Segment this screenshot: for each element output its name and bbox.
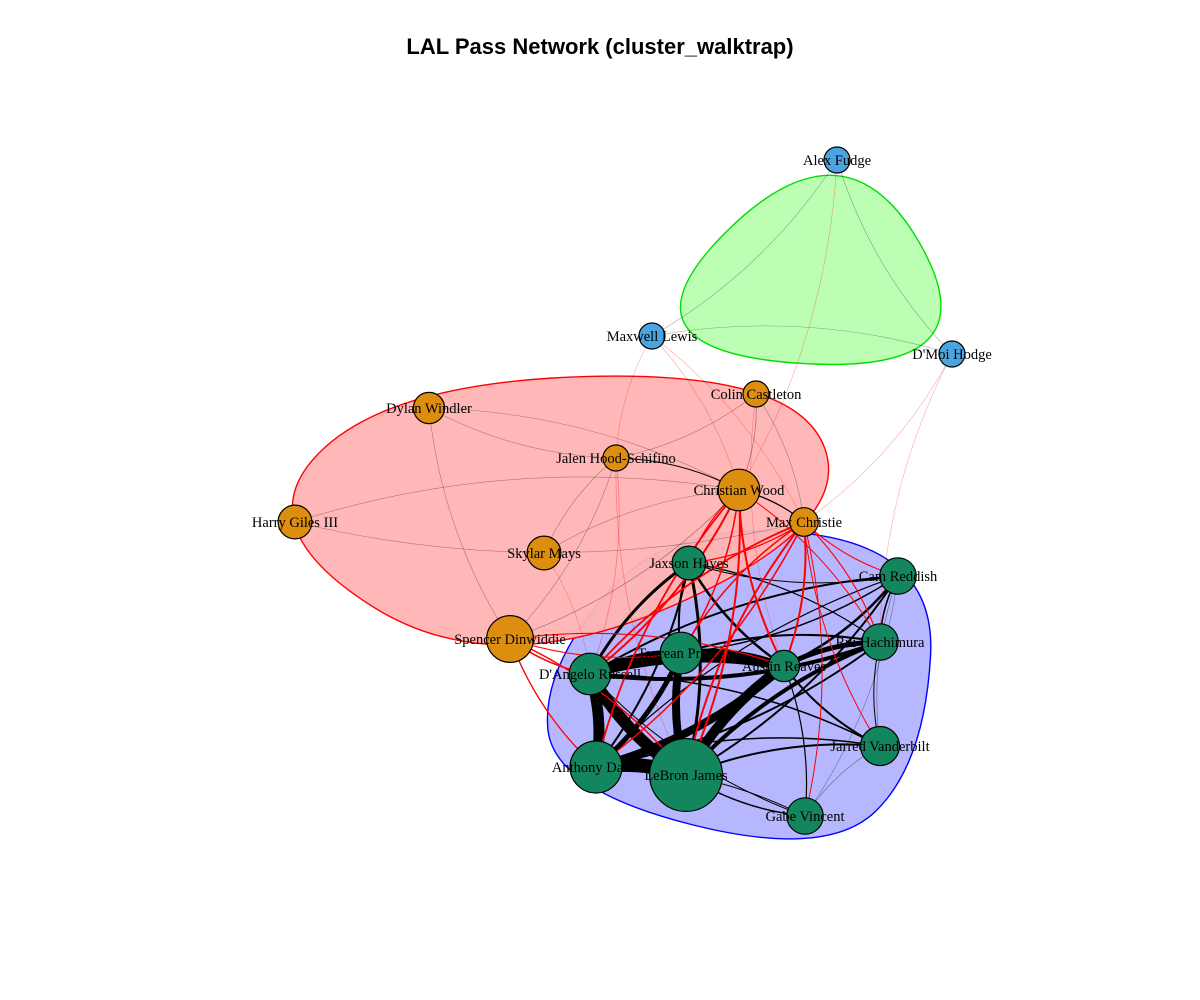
node-label-dmoi: D'Moi Hodge <box>912 347 992 363</box>
edge-max-gabe <box>803 521 823 817</box>
node-christian[interactable] <box>717 468 761 512</box>
edge-rui-anthony <box>595 641 881 768</box>
node-alex[interactable] <box>823 146 851 174</box>
edge-maxwell-christian <box>651 335 740 491</box>
player-nodes <box>277 146 966 835</box>
edge-dmoi-max <box>803 353 953 523</box>
edge-dmoi-maxwell <box>651 325 953 355</box>
node-label-alex: Alex Fudge <box>803 153 871 169</box>
edge-harry-christian <box>294 476 740 523</box>
node-dylan[interactable] <box>412 391 446 425</box>
edge-cam-gabe <box>804 575 899 817</box>
edge-cam-taurean <box>680 575 899 654</box>
cluster-hull-c3 <box>679 174 942 366</box>
edge-cam-anthony <box>595 575 899 768</box>
node-spencer[interactable] <box>486 614 535 663</box>
edge-maxwell-max <box>651 335 805 523</box>
edge-maxwell-jalen <box>615 335 653 459</box>
node-rui[interactable] <box>861 623 899 661</box>
edge-dylan-spencer <box>428 407 511 640</box>
edge-jalen-colin <box>615 393 757 459</box>
node-label-cam: Cam Reddish <box>859 569 938 585</box>
node-jaxson[interactable] <box>671 545 707 581</box>
node-label-harry: Harry Giles III <box>252 515 338 531</box>
node-label-skylar: Skylar Mays <box>507 546 581 562</box>
node-anthony[interactable] <box>569 740 623 794</box>
node-label-maxwell: Maxwell Lewis <box>607 329 698 345</box>
edge-spencer-austin <box>509 632 785 667</box>
node-label-taurean: Taurean Prince <box>637 646 724 662</box>
edge-dylan-christian <box>428 407 740 491</box>
node-jarred[interactable] <box>859 725 901 767</box>
edge-max-jarred <box>803 521 881 747</box>
node-label-christian: Christian Wood <box>694 483 786 499</box>
node-label-spencer: Spencer Dinwiddie <box>454 632 566 648</box>
node-label-gabe: Gabe Vincent <box>766 809 845 825</box>
edge-colin-austin <box>750 393 785 667</box>
node-label-jaxson: Jaxson Hayes <box>649 556 729 572</box>
edge-max-colin <box>755 393 805 523</box>
node-colin[interactable] <box>742 380 770 408</box>
node-label-lebron: LeBron James <box>644 768 728 784</box>
edge-rui-dangelo <box>589 640 881 682</box>
node-label-dangelo: D'Angelo Russell <box>539 667 641 683</box>
node-lebron[interactable] <box>648 737 723 812</box>
edge-cam-dangelo <box>589 575 899 675</box>
node-dangelo[interactable] <box>568 652 612 696</box>
node-harry[interactable] <box>277 504 313 540</box>
chart-title: LAL Pass Network (cluster_walktrap) <box>406 34 794 59</box>
edge-jalen-spencer <box>509 457 617 640</box>
node-label-austin: Austin Reaves <box>742 659 827 675</box>
edge-christian-dangelo <box>589 489 740 675</box>
edge-max-austin <box>783 521 807 667</box>
node-label-jalen: Jalen Hood-Schifino <box>556 451 676 467</box>
edge-jalen-dangelo <box>589 457 620 675</box>
edge-christian-rui <box>738 489 881 643</box>
node-dmoi[interactable] <box>938 340 966 368</box>
edge-alex-christian <box>738 159 838 491</box>
edge-rui-taurean <box>680 633 881 654</box>
edge-jalen-lebron <box>615 457 687 776</box>
edge-max-dangelo <box>589 521 805 675</box>
edge-alex-dmoi <box>836 159 953 355</box>
edge-skylar-christian <box>543 489 740 554</box>
edge-alex-maxwell <box>651 159 838 337</box>
edge-christian-anthony <box>595 489 740 768</box>
edge-dmoi-rui <box>879 353 953 643</box>
edge-jarred-dangelo <box>589 673 881 747</box>
node-label-rui: Rui Hachimura <box>836 635 926 651</box>
node-label-dylan: Dylan Windler <box>386 401 472 417</box>
node-max[interactable] <box>789 507 819 537</box>
node-label-max: Max Christie <box>766 515 842 531</box>
edge-jalen-dylan <box>428 407 617 459</box>
node-jalen[interactable] <box>602 444 630 472</box>
node-label-colin: Colin Castleton <box>711 387 802 403</box>
edge-max-anthony <box>595 521 805 768</box>
node-austin[interactable] <box>767 649 801 683</box>
node-cam[interactable] <box>879 557 917 595</box>
edge-jarred-anthony <box>595 737 881 768</box>
node-label-jarred: Jarred Vanderbilt <box>830 739 929 755</box>
player-labels: Alex Fudge Maxwell Lewis D'Moi Hodge Colin … <box>252 153 992 825</box>
node-skylar[interactable] <box>526 535 562 571</box>
node-gabe[interactable] <box>786 797 824 835</box>
edge-christian-lebron <box>685 489 741 776</box>
node-label-anthony: Anthony Davis <box>552 760 641 776</box>
edge-christian-spencer <box>509 489 740 640</box>
edge-max-taurean <box>680 521 805 654</box>
edge-cam-lebron <box>685 575 899 776</box>
edge-jaxson-anthony <box>595 562 690 768</box>
edge-jaxson-cam <box>688 562 899 584</box>
node-maxwell[interactable] <box>638 322 666 350</box>
node-taurean[interactable] <box>659 631 703 675</box>
